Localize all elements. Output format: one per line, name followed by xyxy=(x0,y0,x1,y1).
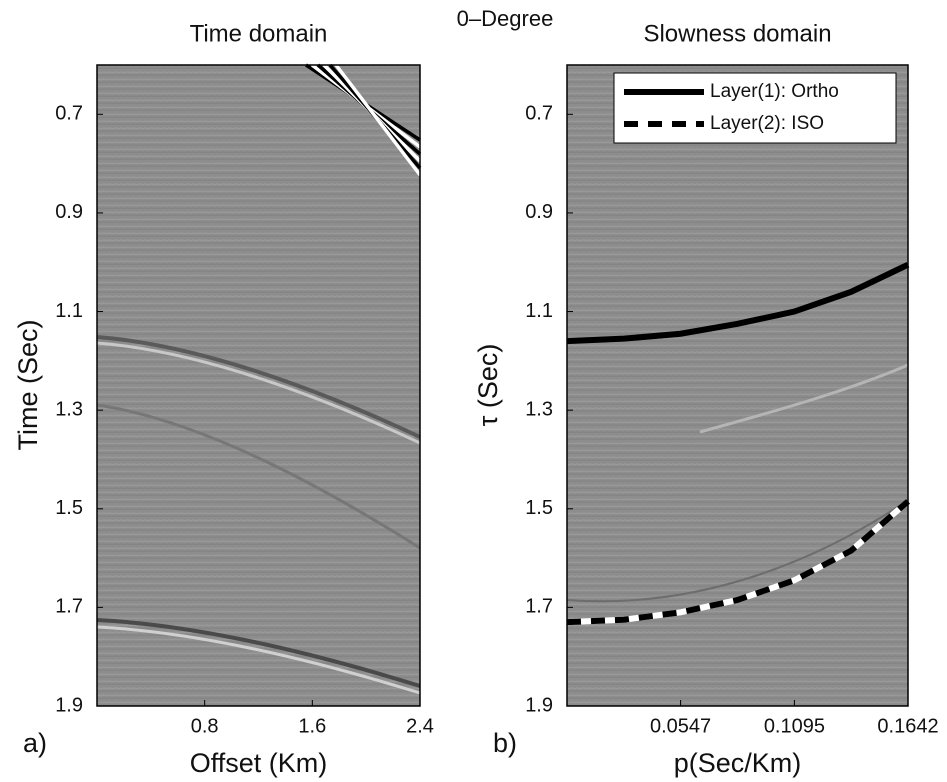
legend-box xyxy=(613,72,897,144)
y-tick-label: 1.9 xyxy=(525,694,553,716)
y-tick-label: 1.5 xyxy=(525,497,553,519)
y-tick-label: 1.1 xyxy=(55,300,83,322)
x-tick-label: 0.0547 xyxy=(650,715,711,737)
plot-frame xyxy=(96,64,421,707)
x-axis-label: p(Sec/Km) xyxy=(674,748,802,778)
legend-label: Layer(1): Ortho xyxy=(710,81,839,102)
panel-label: a) xyxy=(23,728,47,758)
y-tick-label: 1.3 xyxy=(525,398,553,420)
legend-label: Layer(2): ISO xyxy=(710,113,824,134)
y-tick-label: 1.7 xyxy=(55,596,83,618)
plot-background xyxy=(97,65,420,706)
panel-title: Slowness domain xyxy=(643,20,831,47)
seismic-event xyxy=(699,363,909,434)
panels: Time domain Offset (Km) a) Time (Sec) 0.7 0.9… xyxy=(13,20,938,778)
y-axis-label: τ (Sec) xyxy=(473,344,503,427)
y-tick-label: 0.9 xyxy=(525,201,553,223)
y-axis-label: Time (Sec) xyxy=(13,319,43,450)
seismic-event xyxy=(96,403,421,550)
x-tick-label: 0.8 xyxy=(191,715,219,737)
x-tick-label: 2.4 xyxy=(406,715,434,737)
y-tick-label: 1.5 xyxy=(55,497,83,519)
plot-area xyxy=(566,65,910,706)
x-tick-label: 0.1642 xyxy=(877,715,938,737)
series-line xyxy=(566,261,910,345)
seismic-event xyxy=(96,335,421,439)
y-tick-label: 1.9 xyxy=(55,694,83,716)
seismic-event xyxy=(96,618,421,688)
y-tick-label: 1.7 xyxy=(525,596,553,618)
x-tick-label: 1.6 xyxy=(298,715,326,737)
series-line xyxy=(566,499,910,626)
plot-area xyxy=(96,63,422,706)
seismic-event xyxy=(96,341,421,445)
seismic-event xyxy=(96,625,421,695)
plot-frame xyxy=(566,64,909,707)
figure-title: 0–Degree xyxy=(457,6,554,31)
panel-title: Time domain xyxy=(190,20,328,47)
x-axis-label: Offset (Km) xyxy=(190,748,328,778)
seismic-event xyxy=(334,63,422,177)
x-tick-label: 0.1095 xyxy=(764,715,825,737)
y-tick-label: 0.9 xyxy=(55,201,83,223)
seismic-event xyxy=(566,499,909,603)
y-tick-label: 0.7 xyxy=(55,103,83,125)
panel-label: b) xyxy=(493,728,517,758)
y-tick-label: 1.1 xyxy=(525,300,553,322)
y-tick-label: 1.3 xyxy=(55,398,83,420)
y-tick-label: 0.7 xyxy=(525,103,553,125)
